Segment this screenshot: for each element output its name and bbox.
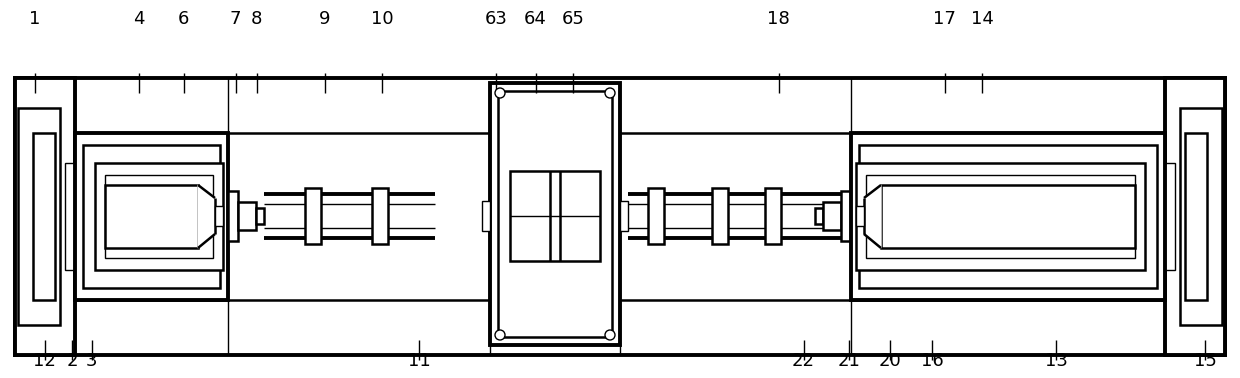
Bar xyxy=(74,133,228,300)
Bar xyxy=(95,163,223,270)
Bar xyxy=(255,208,264,224)
Text: 9: 9 xyxy=(319,10,331,28)
Text: 12: 12 xyxy=(33,352,56,370)
Text: 22: 22 xyxy=(792,352,815,370)
Bar xyxy=(880,185,1135,248)
Bar xyxy=(1185,133,1207,300)
Text: 13: 13 xyxy=(1045,352,1068,370)
Bar xyxy=(620,201,627,231)
Bar xyxy=(765,188,781,244)
Circle shape xyxy=(495,88,505,98)
Text: 17: 17 xyxy=(934,10,956,28)
Bar xyxy=(215,206,223,226)
Text: 21: 21 xyxy=(838,352,861,370)
Text: 20: 20 xyxy=(879,352,901,370)
Text: 8: 8 xyxy=(250,10,263,28)
Bar xyxy=(841,191,851,241)
Text: 18: 18 xyxy=(768,10,790,28)
Text: 16: 16 xyxy=(921,352,944,370)
Bar xyxy=(33,133,55,300)
Text: 15: 15 xyxy=(1194,352,1216,370)
Bar xyxy=(15,78,74,355)
Bar xyxy=(238,202,255,230)
Bar xyxy=(105,175,213,258)
Text: 64: 64 xyxy=(525,10,547,28)
Bar xyxy=(228,191,238,241)
Text: 7: 7 xyxy=(229,10,242,28)
Bar xyxy=(856,206,864,226)
Bar xyxy=(19,108,60,325)
Bar xyxy=(1180,108,1221,325)
Bar xyxy=(482,201,490,231)
Text: 10: 10 xyxy=(371,10,393,28)
Bar xyxy=(372,188,388,244)
Circle shape xyxy=(605,88,615,98)
Bar xyxy=(490,83,620,345)
Bar xyxy=(859,145,1157,288)
Text: 63: 63 xyxy=(485,10,507,28)
Text: 11: 11 xyxy=(408,352,430,370)
Polygon shape xyxy=(864,185,880,248)
Bar xyxy=(105,185,198,248)
Circle shape xyxy=(605,330,615,340)
Bar xyxy=(823,202,841,230)
Bar xyxy=(851,133,1166,300)
Bar xyxy=(856,163,1145,270)
Text: 6: 6 xyxy=(177,10,190,28)
Text: 14: 14 xyxy=(971,10,993,28)
Bar xyxy=(1159,163,1176,270)
Bar xyxy=(1166,78,1225,355)
Bar xyxy=(815,208,823,224)
Bar xyxy=(712,188,728,244)
Bar xyxy=(649,188,663,244)
Circle shape xyxy=(495,330,505,340)
Bar xyxy=(83,145,219,288)
Text: 2: 2 xyxy=(66,352,78,370)
Bar xyxy=(510,171,600,261)
Bar xyxy=(64,163,81,270)
Polygon shape xyxy=(198,185,215,248)
Bar xyxy=(866,175,1135,258)
Bar xyxy=(305,188,321,244)
Text: 1: 1 xyxy=(29,10,41,28)
Text: 3: 3 xyxy=(86,352,98,370)
Text: 4: 4 xyxy=(133,10,145,28)
Bar xyxy=(15,78,1225,355)
Bar xyxy=(498,91,613,337)
Text: 65: 65 xyxy=(562,10,584,28)
